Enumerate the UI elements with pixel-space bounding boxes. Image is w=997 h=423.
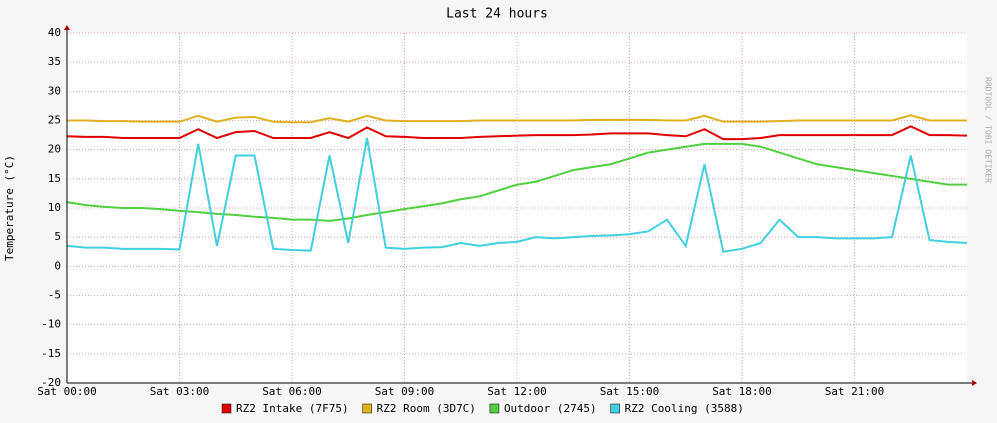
x-arrow <box>972 380 977 386</box>
legend-label: RZ2 Intake (7F75) <box>236 402 349 415</box>
y-tick-label: 30 <box>48 84 61 97</box>
legend-label: RZ2 Room (3D7C) <box>377 402 476 415</box>
y-tick-label: 40 <box>48 26 61 39</box>
y-tick-label: 15 <box>48 172 61 185</box>
x-tick-label: Sat 00:00 <box>37 385 97 398</box>
x-tick-label: Sat 09:00 <box>375 385 435 398</box>
y-tick-label: -5 <box>48 289 61 302</box>
series-line <box>66 137 968 253</box>
legend-label: RZ2 Cooling (3588) <box>625 402 744 415</box>
legend-swatch <box>610 403 620 414</box>
x-tick-label: Sat 03:00 <box>150 385 210 398</box>
y-tick-label: 35 <box>48 55 61 68</box>
legend-swatch <box>489 403 500 414</box>
y-tick-label: 20 <box>48 143 61 156</box>
x-tick-label: Sat 18:00 <box>712 385 772 398</box>
legend: RZ2 Intake (7F75) RZ2 Room (3D7C) Outdoor … <box>221 402 744 415</box>
x-tick-label: Sat 15:00 <box>600 385 660 398</box>
x-tick-label: Sat 21:00 <box>825 385 885 398</box>
y-tick-label: 25 <box>48 114 61 127</box>
axes <box>64 25 977 386</box>
series-line <box>66 142 967 222</box>
series-line <box>66 125 968 141</box>
grid <box>66 32 967 384</box>
y-tick-label: -20 <box>41 376 61 389</box>
series-line <box>67 114 967 124</box>
y-tick-label: -15 <box>41 347 61 360</box>
y-axis-label: Temperature (°C) <box>3 155 16 261</box>
x-tick-label: Sat 06:00 <box>262 385 322 398</box>
lines <box>66 114 968 253</box>
legend-swatch <box>221 403 232 414</box>
y-tick-label: 5 <box>54 230 61 243</box>
side-text: RRDTOOL / TOBI OETIKER <box>984 77 993 183</box>
y-tick-label: 10 <box>48 201 61 214</box>
legend-label: Outdoor (2745) <box>504 402 597 415</box>
legend-swatch <box>362 403 372 414</box>
y-tick-label: -10 <box>41 318 61 331</box>
y-tick-label: 0 <box>54 259 61 272</box>
chart-title: Last 24 hours <box>446 7 548 22</box>
x-tick-label: Sat 12:00 <box>487 385 547 398</box>
y-arrow <box>64 25 70 30</box>
